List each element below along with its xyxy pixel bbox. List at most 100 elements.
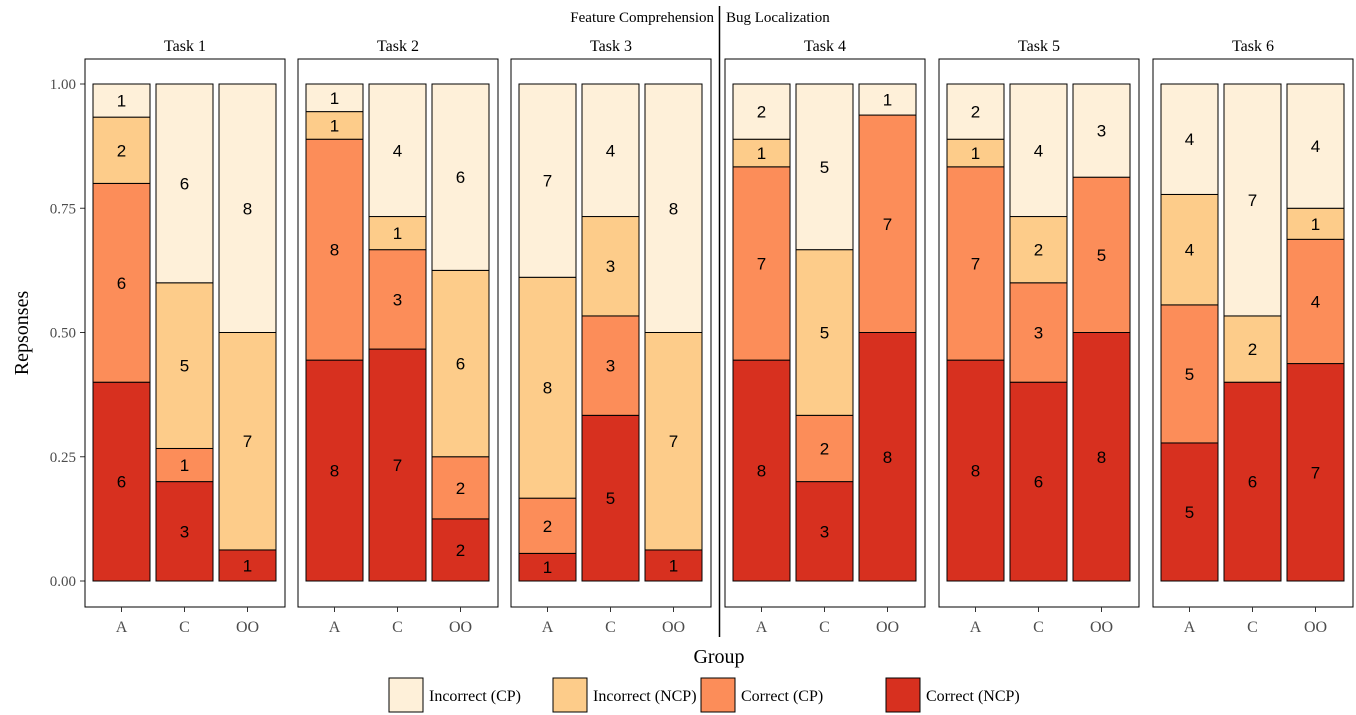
bar-segment: [946, 166, 1005, 361]
segment-count-label: 2: [971, 103, 980, 122]
bar-segment: [1072, 83, 1131, 178]
bar-segment: [581, 216, 640, 317]
bar-segment: [305, 111, 364, 140]
segment-count-label: 3: [606, 257, 615, 276]
y-tick-label: 0.25: [50, 450, 76, 466]
bar-segment: [1223, 83, 1282, 317]
bar-segment: [155, 83, 214, 284]
x-tick-label: C: [392, 619, 403, 636]
bar-segment: [1009, 83, 1068, 218]
panel-title: Task 2: [377, 38, 419, 55]
bar-segment: [644, 83, 703, 333]
segment-count-label: 2: [117, 141, 126, 160]
bar-segment: [946, 83, 1005, 140]
segment-count-label: 6: [180, 174, 189, 193]
segment-count-label: 6: [117, 473, 126, 492]
bar-segment: [858, 83, 917, 116]
segment-count-label: 1: [883, 91, 892, 110]
segment-count-label: 5: [180, 357, 189, 376]
bar-segment: [518, 552, 577, 582]
bar-segment: [218, 549, 277, 582]
bar-segment: [155, 282, 214, 449]
bar-segment: [795, 481, 854, 582]
panel-title: Task 3: [590, 38, 632, 55]
bar-segment: [858, 332, 917, 582]
segment-count-label: 1: [669, 556, 678, 575]
segment-count-label: 3: [180, 522, 189, 541]
bar-segment: [518, 276, 577, 499]
bar-segment: [644, 549, 703, 582]
segment-count-label: 4: [606, 141, 615, 160]
y-tick-label: 1.00: [50, 77, 76, 93]
x-tick-label: A: [970, 619, 982, 636]
segment-count-label: 4: [1311, 292, 1320, 311]
bar-segment: [858, 114, 917, 333]
segment-count-label: 6: [456, 168, 465, 187]
segment-count-label: 2: [1248, 340, 1257, 359]
legend-label: Incorrect (NCP): [593, 688, 697, 705]
bar-segment: [431, 83, 490, 271]
bar-segment: [518, 497, 577, 554]
segment-count-label: 7: [669, 432, 678, 451]
segment-count-label: 5: [1185, 503, 1194, 522]
bar-segment: [1160, 83, 1219, 195]
segment-count-label: 2: [456, 479, 465, 498]
bar-segment: [218, 332, 277, 551]
segment-count-label: 5: [606, 489, 615, 508]
x-tick-label: A: [756, 619, 768, 636]
x-tick-label: A: [1184, 619, 1196, 636]
bar-segment: [1223, 381, 1282, 582]
segment-count-label: 2: [757, 103, 766, 122]
panel-task-6: Task 6 5 5 4 4 A 6 2 7 C 7 4 1 4 OO: [1152, 38, 1354, 636]
bar-segment: [1160, 193, 1219, 306]
segment-count-label: 7: [543, 172, 552, 191]
legend-swatch: [552, 677, 588, 713]
segment-count-label: 7: [1311, 463, 1320, 482]
y-tick-label: 0.00: [50, 574, 76, 590]
bar-segment: [581, 315, 640, 416]
x-tick-label: OO: [1090, 619, 1113, 636]
legend-label: Incorrect (CP): [429, 688, 521, 705]
segment-count-label: 6: [117, 274, 126, 293]
segment-count-label: 8: [330, 462, 339, 481]
segment-count-label: 1: [971, 144, 980, 163]
segment-count-label: 5: [1097, 246, 1106, 265]
panel-task-2: Task 2 8 8 1 1 A 7 3 1 4 C 2 2 6 6 OO: [297, 38, 499, 636]
bar-segment: [795, 414, 854, 483]
x-tick-label: OO: [662, 619, 685, 636]
bar-segment: [92, 116, 151, 184]
x-tick-label: OO: [449, 619, 472, 636]
segment-count-label: 5: [1185, 365, 1194, 384]
y-axis: 0.00 0.25 0.50 0.75 1.00: [50, 77, 85, 590]
x-tick-label: C: [1033, 619, 1044, 636]
segment-count-label: 2: [456, 541, 465, 560]
segment-count-label: 4: [393, 141, 402, 160]
panel-title: Task 1: [164, 38, 206, 55]
x-tick-label: OO: [236, 619, 259, 636]
segment-count-label: 7: [971, 254, 980, 273]
segment-count-label: 1: [757, 144, 766, 163]
panel-title: Task 5: [1018, 38, 1060, 55]
segment-count-label: 1: [330, 89, 339, 108]
bar-segment: [946, 359, 1005, 582]
segment-count-label: 1: [1311, 215, 1320, 234]
y-axis-title: Repsonses: [11, 291, 33, 376]
segment-count-label: 2: [543, 517, 552, 536]
legend-label: Correct (NCP): [926, 688, 1020, 705]
segment-count-label: 8: [757, 462, 766, 481]
segment-count-label: 1: [243, 556, 252, 575]
segment-count-label: 4: [1185, 130, 1194, 149]
bar-segment: [644, 332, 703, 551]
segment-count-label: 6: [1248, 473, 1257, 492]
segment-count-label: 8: [243, 199, 252, 218]
legend-swatch: [885, 677, 921, 713]
segment-count-label: 4: [1311, 137, 1320, 156]
segment-count-label: 3: [820, 522, 829, 541]
x-tick-label: A: [329, 619, 341, 636]
segment-count-label: 8: [971, 462, 980, 481]
x-axis-title: Group: [693, 646, 744, 668]
segment-count-label: 7: [757, 254, 766, 273]
y-tick-label: 0.75: [50, 201, 76, 217]
panel-task-3: Task 3 1 2 8 7 A 5 3 3 4 C 1 7 8 OO: [510, 38, 712, 636]
x-tick-label: A: [116, 619, 128, 636]
